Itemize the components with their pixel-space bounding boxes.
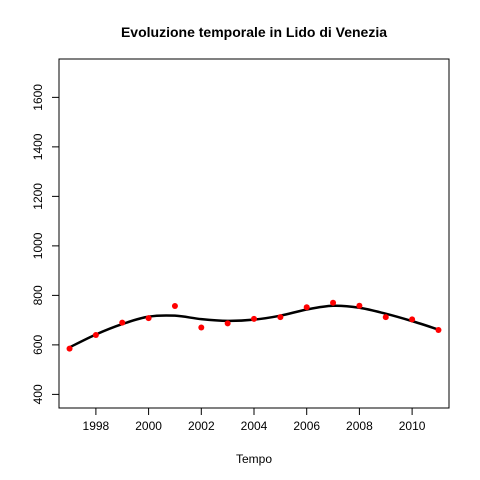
x-tick-label: 2004 [241,419,268,433]
y-tick-label: 800 [31,285,45,305]
series-layer [66,299,442,352]
data-point [66,345,73,352]
data-point [330,299,337,306]
y-tick-label: 400 [31,384,45,404]
x-tick-label: 2000 [135,419,162,433]
y-tick-label: 1000 [31,232,45,259]
y-axis: 400 600 800 1000 1200 1400 1600 [31,84,59,404]
x-axis-label: Tempo [236,452,272,466]
x-axis: 1998 2000 2002 2004 2006 2008 2010 [83,408,426,433]
x-tick-label: 2002 [188,419,215,433]
data-point [303,304,310,311]
y-tick-label: 1400 [31,133,45,160]
data-point [435,327,442,334]
x-tick-label: 2006 [293,419,320,433]
data-point [251,315,257,322]
x-tick-label: 2008 [346,419,373,433]
data-point [198,324,205,331]
data-point [92,331,99,338]
y-tick-label: 600 [31,335,45,355]
data-point [409,316,416,323]
data-point [119,319,126,326]
data-point [277,314,284,321]
data-point [224,320,231,327]
x-tick-label: 1998 [83,419,110,433]
chart-title: Evoluzione temporale in Lido di Venezia [121,24,387,40]
data-point [145,315,152,322]
data-point [356,302,363,309]
x-tick-label: 2010 [399,419,426,433]
y-tick-label: 1600 [31,84,45,111]
y-tick-label: 1200 [31,183,45,210]
data-point [382,314,389,321]
data-point [171,303,178,310]
